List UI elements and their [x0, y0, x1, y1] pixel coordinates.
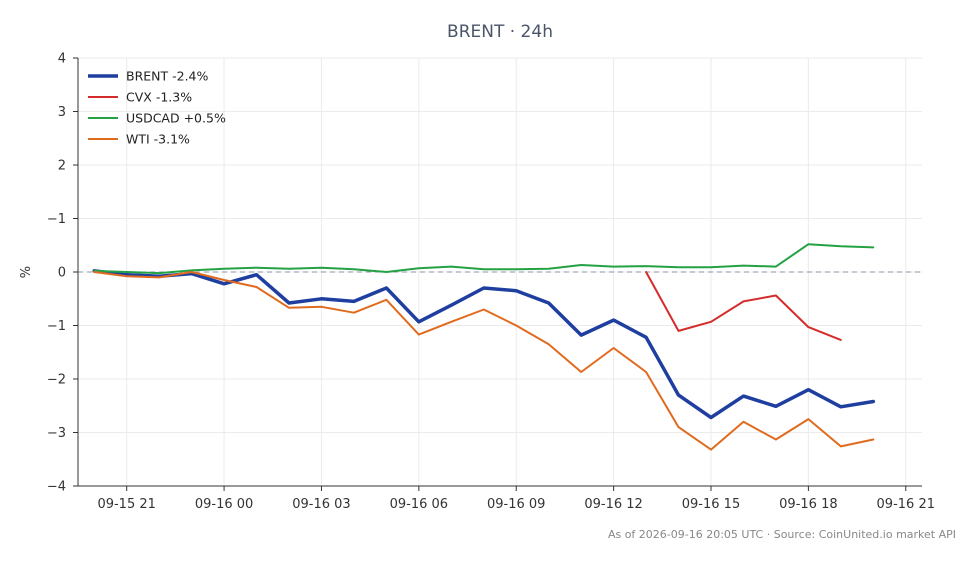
x-tick-label: 09-16 03	[292, 497, 350, 512]
y-tick-label: −3	[47, 426, 66, 441]
y-tick-label: −2	[47, 373, 66, 388]
y-tick-label: 0	[58, 266, 66, 281]
x-tick-label: 09-16 21	[877, 497, 935, 512]
x-tick-label: 09-15 21	[97, 497, 155, 512]
legend-label: CVX -1.3%	[126, 90, 192, 105]
legend-label: USDCAD +0.5%	[126, 111, 226, 126]
footer-source: As of 2026-09-16 20:05 UTC · Source: Coi…	[608, 528, 956, 541]
y-tick-label: 4	[58, 52, 66, 67]
y-tick-label: −1	[47, 212, 66, 227]
y-tick-label: −1	[47, 319, 66, 334]
series-line-brent	[92, 269, 876, 420]
x-tick-label: 09-16 06	[390, 497, 448, 512]
x-tick-label: 09-16 18	[779, 497, 837, 512]
x-tick-label: 09-16 09	[487, 497, 545, 512]
series-line-wti	[93, 271, 875, 451]
y-tick-label: −4	[47, 480, 66, 495]
y-tick-label: 3	[58, 105, 66, 120]
y-axis-label: %	[19, 266, 34, 278]
legend-label: WTI -3.1%	[126, 132, 190, 147]
y-tick-label: 2	[58, 159, 66, 174]
x-tick-label: 09-16 12	[584, 497, 642, 512]
legend-label: BRENT -2.4%	[126, 69, 209, 84]
series-line-cvx	[645, 271, 842, 341]
series-line-usdcad	[93, 243, 875, 275]
x-tick-label: 09-16 00	[195, 497, 253, 512]
chart-title: BRENT · 24h	[447, 22, 553, 42]
x-tick-label: 09-16 15	[682, 497, 740, 512]
